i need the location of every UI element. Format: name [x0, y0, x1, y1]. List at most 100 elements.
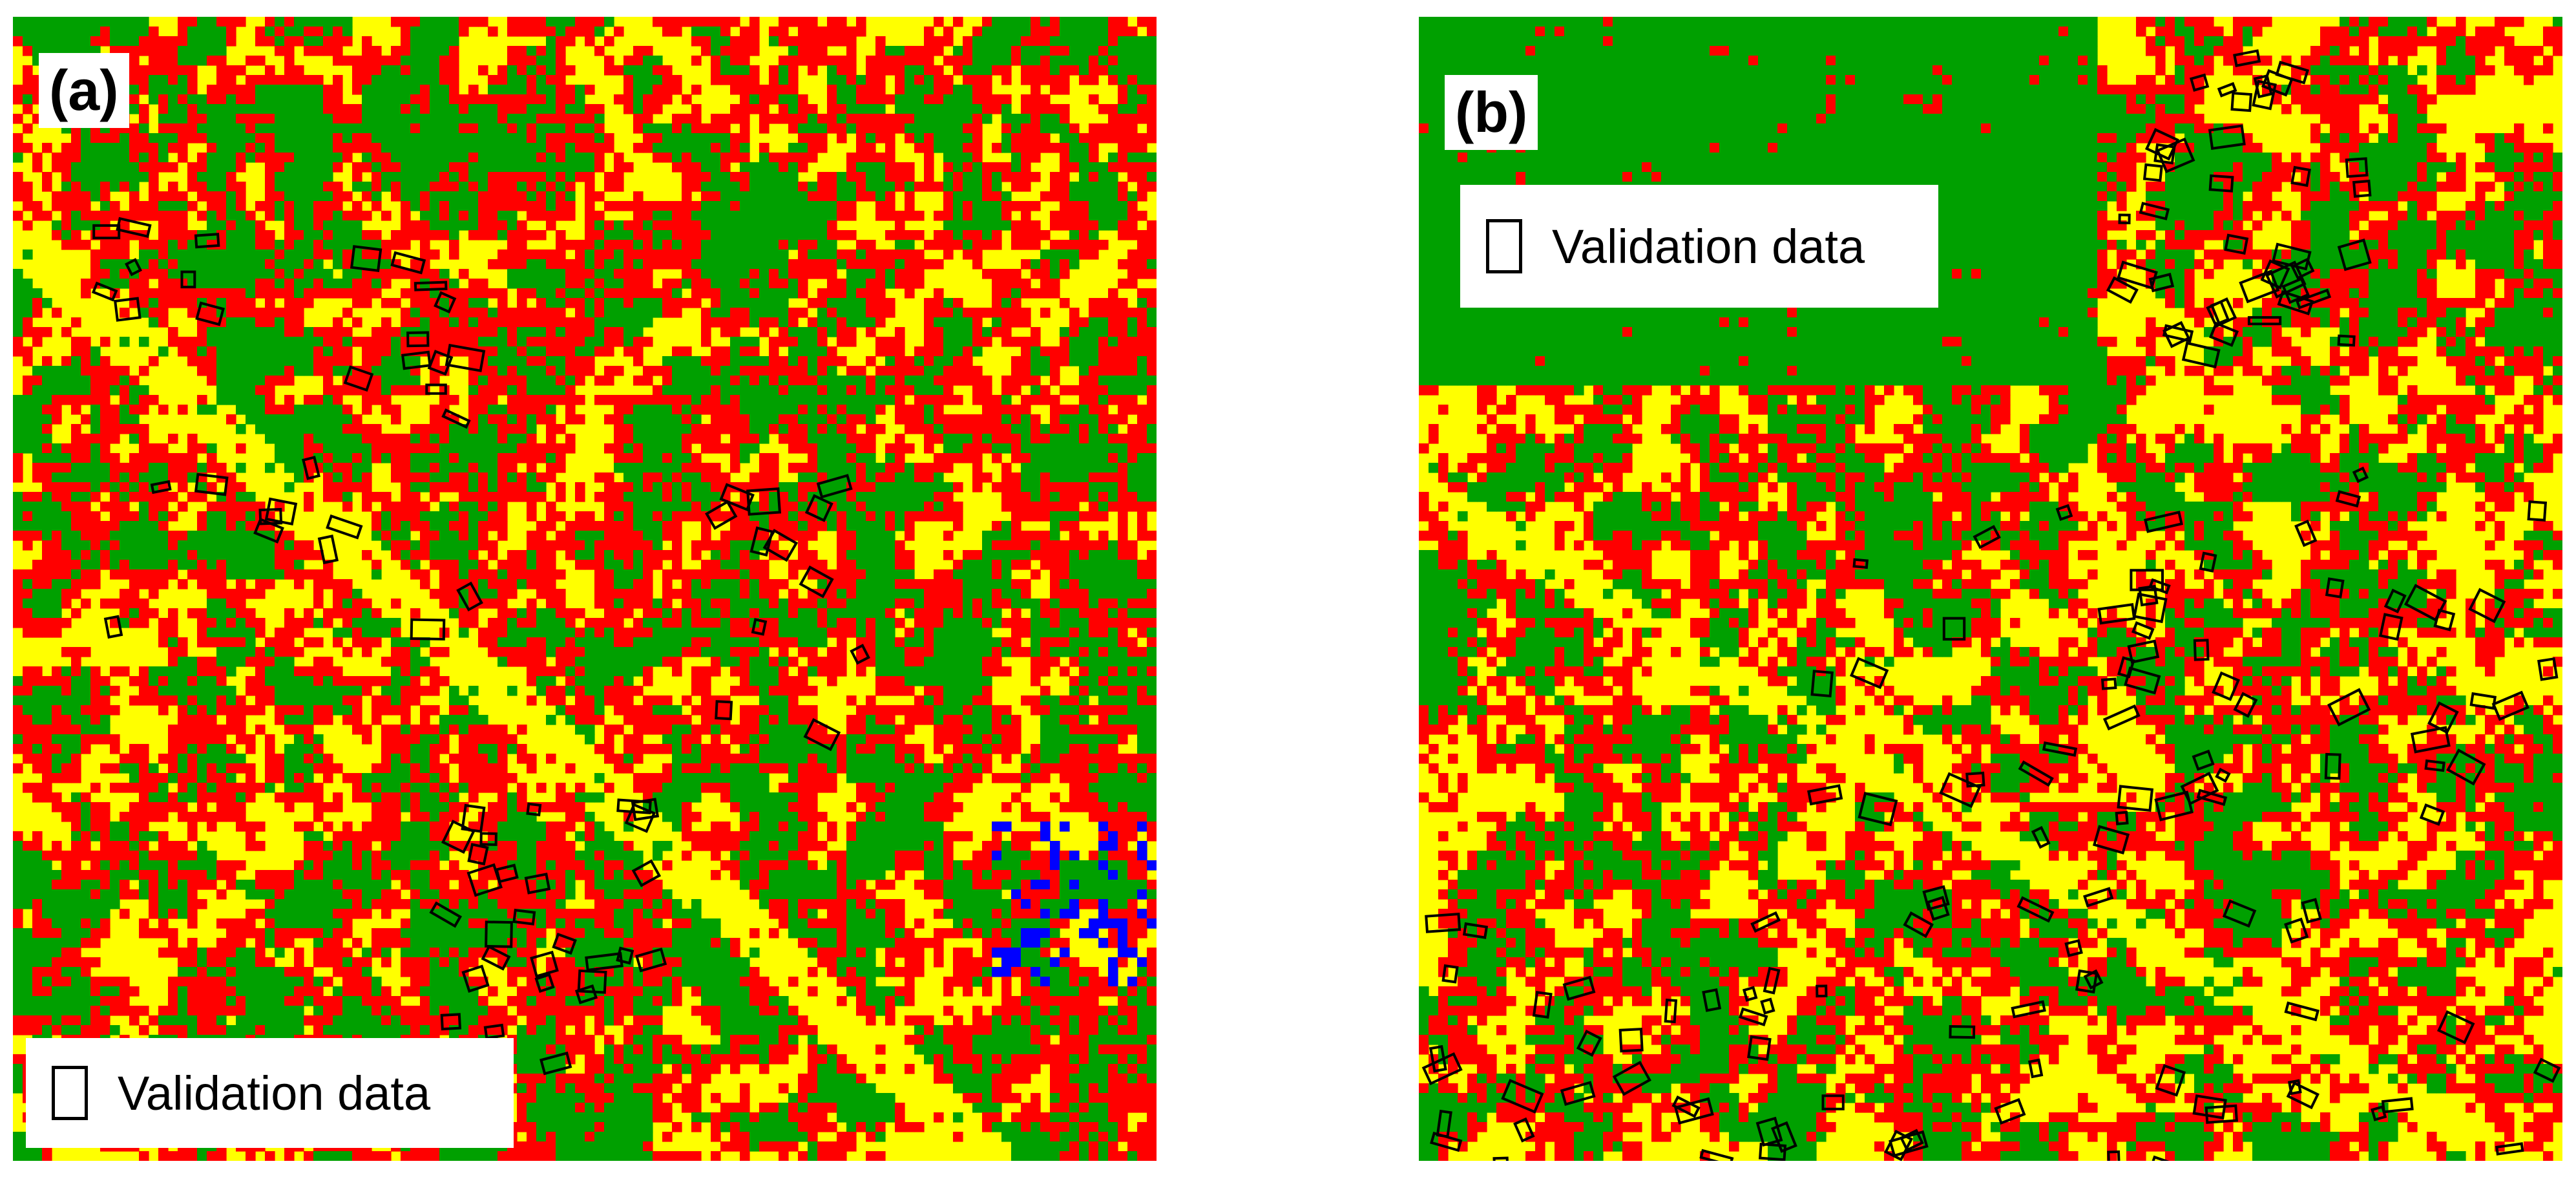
map-pixel — [313, 395, 324, 405]
map-pixel — [207, 288, 217, 299]
map-pixel — [100, 337, 110, 347]
map-pixel — [178, 133, 188, 143]
map-pixel — [42, 453, 52, 463]
map-pixel — [943, 162, 954, 173]
map-pixel — [478, 463, 488, 473]
map-pixel — [846, 424, 857, 434]
map-pixel — [1147, 85, 1157, 95]
map-pixel — [1137, 511, 1147, 522]
map-pixel — [207, 172, 217, 182]
map-pixel — [527, 279, 537, 289]
map-pixel — [614, 453, 624, 463]
map-pixel — [1147, 463, 1157, 473]
map-pixel — [633, 308, 644, 318]
map-pixel — [120, 395, 130, 405]
map-pixel — [934, 346, 944, 357]
map-pixel — [275, 453, 285, 463]
map-pixel — [497, 162, 508, 173]
map-pixel — [749, 191, 760, 202]
map-pixel — [924, 424, 934, 434]
map-pixel — [294, 143, 304, 153]
map-pixel — [866, 288, 876, 299]
map-pixel — [1089, 201, 1099, 211]
map-pixel — [197, 56, 207, 66]
map-pixel — [1127, 36, 1138, 47]
map-pixel — [536, 327, 547, 337]
map-pixel — [284, 220, 295, 231]
map-pixel — [129, 94, 140, 105]
map-pixel — [13, 279, 23, 289]
map-pixel — [1127, 211, 1138, 221]
map-pixel — [1127, 114, 1138, 124]
map-pixel — [594, 153, 605, 163]
map-pixel — [342, 308, 353, 318]
map-pixel — [720, 346, 731, 357]
map-pixel — [197, 211, 207, 221]
map-pixel — [1040, 453, 1051, 463]
map-pixel — [866, 385, 876, 396]
map-pixel — [788, 191, 799, 202]
map-pixel — [633, 395, 644, 405]
map-pixel — [468, 182, 479, 192]
map-pixel — [662, 366, 673, 376]
map-pixel — [856, 395, 866, 405]
map-pixel — [934, 356, 944, 366]
map-pixel — [536, 337, 547, 347]
map-pixel — [536, 317, 547, 328]
map-pixel — [633, 511, 644, 522]
map-pixel — [439, 298, 450, 308]
map-pixel — [430, 17, 440, 27]
map-pixel — [304, 114, 314, 124]
map-pixel — [798, 288, 808, 299]
map-pixel — [372, 75, 382, 85]
map-pixel — [207, 376, 217, 386]
map-pixel — [1069, 414, 1080, 425]
map-pixel — [682, 472, 692, 483]
map-pixel — [313, 220, 324, 231]
map-pixel — [352, 434, 362, 444]
map-pixel — [1118, 337, 1128, 347]
map-pixel — [982, 424, 992, 434]
map-pixel — [846, 65, 857, 76]
map-pixel — [246, 143, 256, 153]
map-pixel — [52, 414, 62, 425]
map-pixel — [207, 269, 217, 279]
map-pixel — [798, 472, 808, 483]
map-pixel — [1040, 279, 1051, 289]
map-pixel — [1089, 434, 1099, 444]
map-pixel — [856, 502, 866, 512]
map-pixel — [420, 220, 430, 231]
map-pixel — [32, 327, 43, 337]
map-pixel — [42, 298, 52, 308]
map-pixel — [507, 308, 518, 318]
map-pixel — [410, 133, 421, 143]
map-pixel — [837, 531, 847, 541]
map-pixel — [982, 220, 992, 231]
map-pixel — [1050, 502, 1060, 512]
map-pixel — [284, 346, 295, 357]
map-pixel — [381, 182, 392, 192]
map-pixel — [420, 153, 430, 163]
map-pixel — [488, 85, 498, 95]
map-pixel — [236, 482, 246, 493]
map-pixel — [720, 162, 731, 173]
map-pixel — [1060, 356, 1070, 366]
map-pixel — [1118, 94, 1128, 105]
map-pixel — [294, 65, 304, 76]
map-pixel — [643, 453, 653, 463]
map-pixel — [982, 46, 992, 56]
map-pixel — [1060, 346, 1070, 357]
map-pixel — [246, 502, 256, 512]
map-pixel — [963, 434, 973, 444]
map-pixel — [866, 114, 876, 124]
map-pixel — [905, 172, 915, 182]
map-pixel — [1011, 453, 1021, 463]
map-pixel — [275, 240, 285, 250]
map-pixel — [817, 133, 828, 143]
map-pixel — [23, 191, 33, 202]
map-pixel — [837, 249, 847, 260]
map-pixel — [158, 443, 169, 454]
map-pixel — [817, 472, 828, 483]
map-pixel — [391, 443, 401, 454]
map-pixel — [1147, 405, 1157, 415]
